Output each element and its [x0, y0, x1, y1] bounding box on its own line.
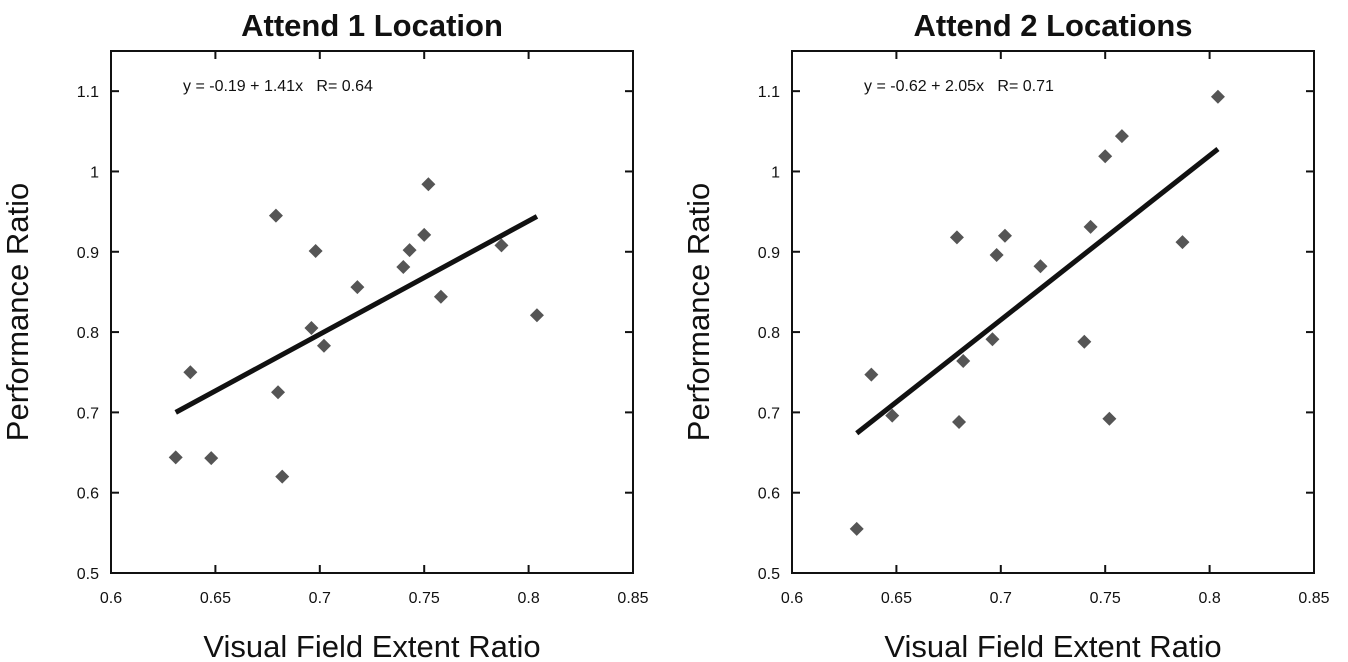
marker	[997, 228, 1012, 243]
y-tick-label: 0.9	[758, 245, 780, 262]
marker	[268, 208, 283, 223]
marker	[1033, 259, 1048, 274]
marker	[985, 332, 1000, 347]
marker	[885, 408, 900, 423]
annotation: y = -0.19 + 1.41x R= 0.64	[183, 78, 373, 95]
y-axis-label: Performance Ratio	[0, 183, 35, 441]
marker	[316, 338, 331, 353]
y-tick-label: 0.5	[77, 566, 99, 583]
chart-title: Attend 2 Locations	[913, 8, 1192, 43]
y-tick-label: 0.7	[77, 405, 99, 422]
annotation: y = -0.62 + 2.05x R= 0.71	[864, 78, 1054, 95]
x-tick-label: 0.75	[409, 590, 440, 607]
y-tick-label: 1.1	[758, 84, 780, 101]
marker	[402, 243, 417, 258]
marker	[271, 385, 286, 400]
plot-frame	[791, 50, 1315, 574]
y-tick-label: 0.8	[77, 325, 99, 342]
marker	[1083, 219, 1098, 234]
marker	[433, 289, 448, 304]
marker	[949, 230, 964, 245]
x-tick-label: 0.85	[617, 590, 648, 607]
marker	[1102, 411, 1117, 426]
x-tick-label: 0.65	[200, 590, 231, 607]
marker	[494, 238, 509, 253]
marker	[350, 280, 365, 295]
y-tick-label: 0.6	[758, 486, 780, 503]
marker	[529, 308, 544, 323]
x-tick-label: 0.65	[881, 590, 912, 607]
x-tick-label: 0.6	[100, 590, 122, 607]
y-tick-label: 0.6	[77, 486, 99, 503]
fit-line	[855, 147, 1220, 436]
y-tick-label: 0.5	[758, 566, 780, 583]
y-tick-label: 0.8	[758, 325, 780, 342]
x-tick-label: 0.7	[309, 590, 331, 607]
x-tick-label: 0.6	[781, 590, 803, 607]
plot-frame	[110, 50, 634, 574]
chart-title: Attend 1 Location	[241, 8, 503, 43]
y-axis-label: Performance Ratio	[681, 183, 716, 441]
marker	[1210, 89, 1225, 104]
x-tick-label: 0.75	[1090, 590, 1121, 607]
marker	[417, 227, 432, 242]
marker	[308, 243, 323, 258]
x-axis-label: Visual Field Extent Ratio	[884, 629, 1221, 662]
y-tick-label: 1	[771, 164, 780, 181]
y-tick-label: 1	[90, 164, 99, 181]
y-tick-label: 0.9	[77, 245, 99, 262]
marker	[421, 177, 436, 192]
marker	[989, 247, 1004, 262]
y-tick-label: 1.1	[77, 84, 99, 101]
x-tick-label: 0.85	[1298, 590, 1329, 607]
x-tick-label: 0.7	[990, 590, 1012, 607]
fit-line	[174, 214, 539, 415]
x-tick-label: 0.8	[517, 590, 539, 607]
marker	[275, 469, 290, 484]
marker	[1077, 334, 1092, 349]
marker	[396, 260, 411, 275]
marker	[864, 367, 879, 382]
marker	[183, 365, 198, 380]
marker	[1114, 129, 1129, 144]
x-tick-label: 0.8	[1198, 590, 1220, 607]
marker	[1098, 149, 1113, 164]
marker	[168, 450, 183, 465]
x-axis-label: Visual Field Extent Ratio	[203, 629, 540, 662]
marker	[956, 353, 971, 368]
marker	[952, 415, 967, 430]
marker	[1175, 235, 1190, 250]
marker	[304, 321, 319, 336]
y-tick-label: 0.7	[758, 405, 780, 422]
marker	[204, 451, 219, 466]
marker	[849, 521, 864, 536]
